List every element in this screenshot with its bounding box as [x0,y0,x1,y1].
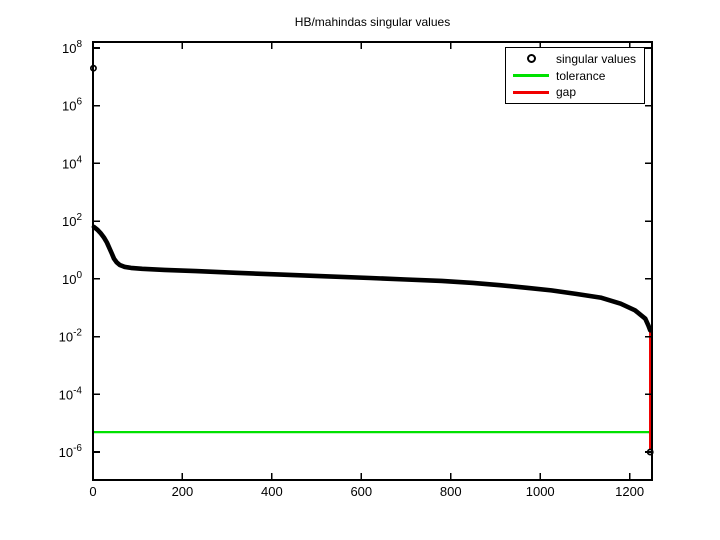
singular-values-curve [91,224,653,333]
circle-marker-icon [526,54,536,64]
x-tick-label: 400 [261,484,283,499]
x-tick-label: 1200 [615,484,644,499]
legend-swatch [513,90,549,94]
y-tick-label: 106 [62,97,82,114]
legend-label: tolerance [556,68,606,83]
tolerance-line-icon [513,74,549,77]
y-tick-label: 102 [62,212,82,229]
legend-item-gap: gap [513,84,644,100]
legend-swatch [513,54,549,64]
legend-label: singular values [556,51,637,66]
y-tick-label: 100 [62,270,82,287]
axes-box [92,41,653,481]
chart-title: HB/mahindas singular values [294,15,451,29]
y-tick-label: 10-4 [59,385,83,402]
y-tick-label: 104 [62,154,82,171]
x-tick-label: 600 [350,484,372,499]
x-tick-label: 0 [89,484,96,499]
legend-swatch [513,74,549,77]
x-tick-label: 1000 [526,484,555,499]
legend: singular values tolerance gap [505,47,645,104]
y-tick-label: 108 [62,39,82,56]
y-tick-label: 10-2 [59,328,83,345]
x-tick-label: 200 [172,484,194,499]
legend-item-singular-values: singular values [513,51,644,67]
x-tick-label: 800 [440,484,462,499]
legend-label: gap [556,85,577,100]
legend-item-tolerance: tolerance [513,68,644,84]
gap-line-icon [513,90,549,94]
y-tick-label: 10-6 [59,443,83,460]
